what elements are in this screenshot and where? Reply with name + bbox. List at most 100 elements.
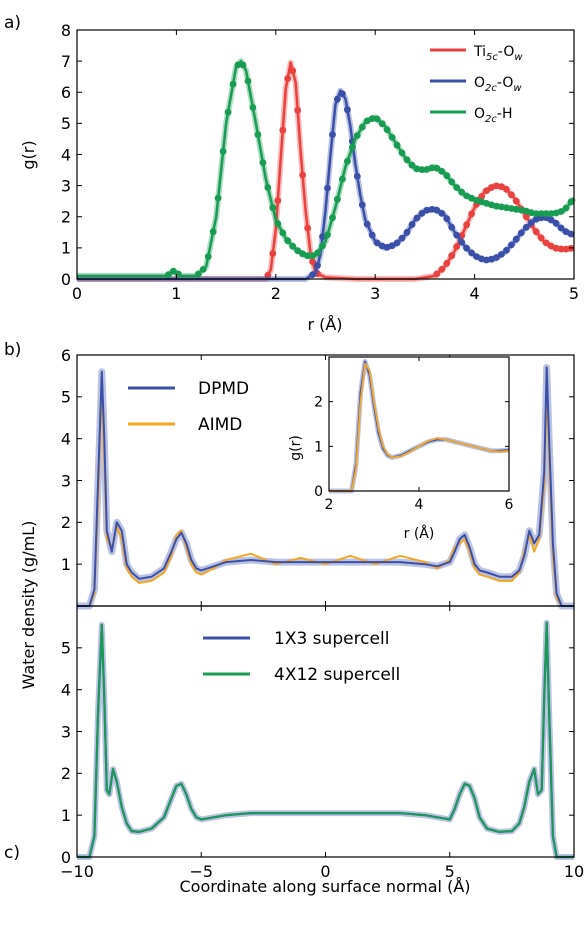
series-marker-h <box>443 172 451 180</box>
series-marker-o2c <box>388 242 396 250</box>
series-marker-ti <box>309 258 316 265</box>
series-marker-h <box>339 175 346 183</box>
supercell-1x3-band <box>77 619 574 860</box>
series-marker-o2c <box>314 261 321 269</box>
series-marker-o2c <box>493 254 500 261</box>
series-marker-o2c <box>329 131 336 139</box>
series-marker-h <box>438 167 446 175</box>
panel-c-legend: 1X3 supercell 4X12 supercell <box>203 629 400 685</box>
series-marker-o2c <box>527 219 535 227</box>
series-marker-ti <box>274 197 282 205</box>
series-marker-ti <box>458 232 466 240</box>
panel-c-xtick-label: −5 <box>189 862 213 881</box>
series-marker-o2c <box>463 244 470 252</box>
series-marker-o2c <box>398 234 406 242</box>
series-marker-ti <box>562 245 570 253</box>
series-marker-o2c <box>557 224 565 232</box>
series-marker-o2c <box>408 221 416 228</box>
series-marker-h <box>294 247 302 255</box>
series-marker-o2c <box>324 184 331 192</box>
series-marker-ti <box>557 245 565 253</box>
series-marker-h <box>498 203 505 211</box>
panel-b-ytick-label: 5 <box>61 388 71 407</box>
series-line-h <box>77 59 575 278</box>
series-marker-o2c <box>512 235 520 243</box>
panel-a-xtick-label: 3 <box>370 284 380 303</box>
panel-b-ytick-label: 3 <box>61 471 71 490</box>
series-marker-o2c <box>334 95 341 103</box>
series-marker-h <box>393 141 401 149</box>
panel-a-ytick-label: 2 <box>61 208 71 227</box>
series-marker-o2c <box>309 271 316 278</box>
series-marker-o2c <box>353 172 361 180</box>
series-marker-o2c <box>368 231 376 239</box>
inset-xtick-label: 6 <box>505 497 514 513</box>
panel-a-ytick-label: 5 <box>61 114 71 133</box>
panel-c-ytick-label: 0 <box>61 848 71 867</box>
dpmd-line <box>77 366 574 607</box>
series-marker-ti <box>498 183 505 191</box>
legend-label-o2c: O2c-Ow <box>474 75 522 94</box>
series-marker-o2c <box>567 230 575 238</box>
series-marker-h <box>458 188 466 196</box>
series-marker-h <box>209 228 217 236</box>
inset-ytick-label: 1 <box>314 439 323 455</box>
panel-label-c: c) <box>4 843 20 863</box>
panel-a-ytick-label: 6 <box>61 83 71 102</box>
legend-label-h: O2c-H <box>474 106 513 125</box>
inset-xtick-label: 4 <box>415 497 424 513</box>
series-marker-o2c <box>508 241 515 249</box>
panel-b-ytick-label: 1 <box>61 555 71 574</box>
series-marker-o2c <box>403 228 411 236</box>
legend-label-1x3: 1X3 supercell <box>274 629 389 649</box>
series-marker-o2c <box>339 90 346 98</box>
series-marker-ti <box>478 193 485 200</box>
series-marker-ti <box>483 187 490 195</box>
series-marker-ti <box>537 234 545 242</box>
panel-c-ytick-label: 4 <box>61 680 71 699</box>
legend-label-dpmd: DPMD <box>198 379 249 399</box>
series-marker-o2c <box>552 219 560 227</box>
series-marker-h <box>542 210 550 218</box>
series-marker-ti <box>503 186 510 193</box>
panel-c-ytick-label: 2 <box>61 764 71 783</box>
series-marker-o2c <box>363 220 371 228</box>
panel-c-ytick-label: 1 <box>61 806 71 825</box>
series-marker-ti <box>299 171 306 179</box>
panel-a-ytick-label: 7 <box>61 52 71 71</box>
series-marker-o2c <box>483 256 490 264</box>
inset-xlabel: r (Å) <box>404 525 435 542</box>
panel-a-xtick-label: 2 <box>271 284 281 303</box>
series-marker-ti <box>284 75 292 82</box>
series-marker-o2c <box>503 247 510 254</box>
panel-c-ytick-label: 3 <box>61 722 71 741</box>
series-marker-h <box>254 131 262 139</box>
series-marker-h <box>378 120 386 128</box>
series-marker-h <box>433 164 441 172</box>
series-marker-h <box>368 115 376 122</box>
series-marker-o2c <box>393 239 401 247</box>
series-marker-ti <box>522 213 530 221</box>
series-marker-h <box>284 237 292 245</box>
series-marker-h <box>234 61 242 69</box>
series-marker-ti <box>448 252 456 260</box>
panel-a-ytick-label: 4 <box>61 145 71 164</box>
series-marker-ti <box>294 106 302 114</box>
series-marker-h <box>537 210 545 218</box>
series-marker-ti <box>264 271 272 279</box>
series-marker-ti <box>453 243 461 251</box>
panel-a-ytick-label: 0 <box>61 270 71 289</box>
series-marker-h <box>413 165 421 173</box>
panel-label-b: b) <box>4 340 21 360</box>
series-marker-ti <box>463 221 470 229</box>
panel-b-ytick-label: 4 <box>61 429 71 448</box>
panel-b-ytick-label: 6 <box>61 346 71 365</box>
series-marker-h <box>334 195 341 203</box>
series-marker-h <box>319 242 326 250</box>
series-marker-h <box>403 156 411 164</box>
panel-c-plot: −10 −5 0 5 10 0 1 2 3 4 5 1X3 supercell 4X12 super… <box>60 605 584 896</box>
inset-plot: 2 4 6 0 1 2 r (Å) g(r) <box>288 356 514 542</box>
series-marker-o2c <box>433 206 441 214</box>
series-marker-o2c <box>423 206 431 214</box>
series-marker-o2c <box>517 229 525 237</box>
